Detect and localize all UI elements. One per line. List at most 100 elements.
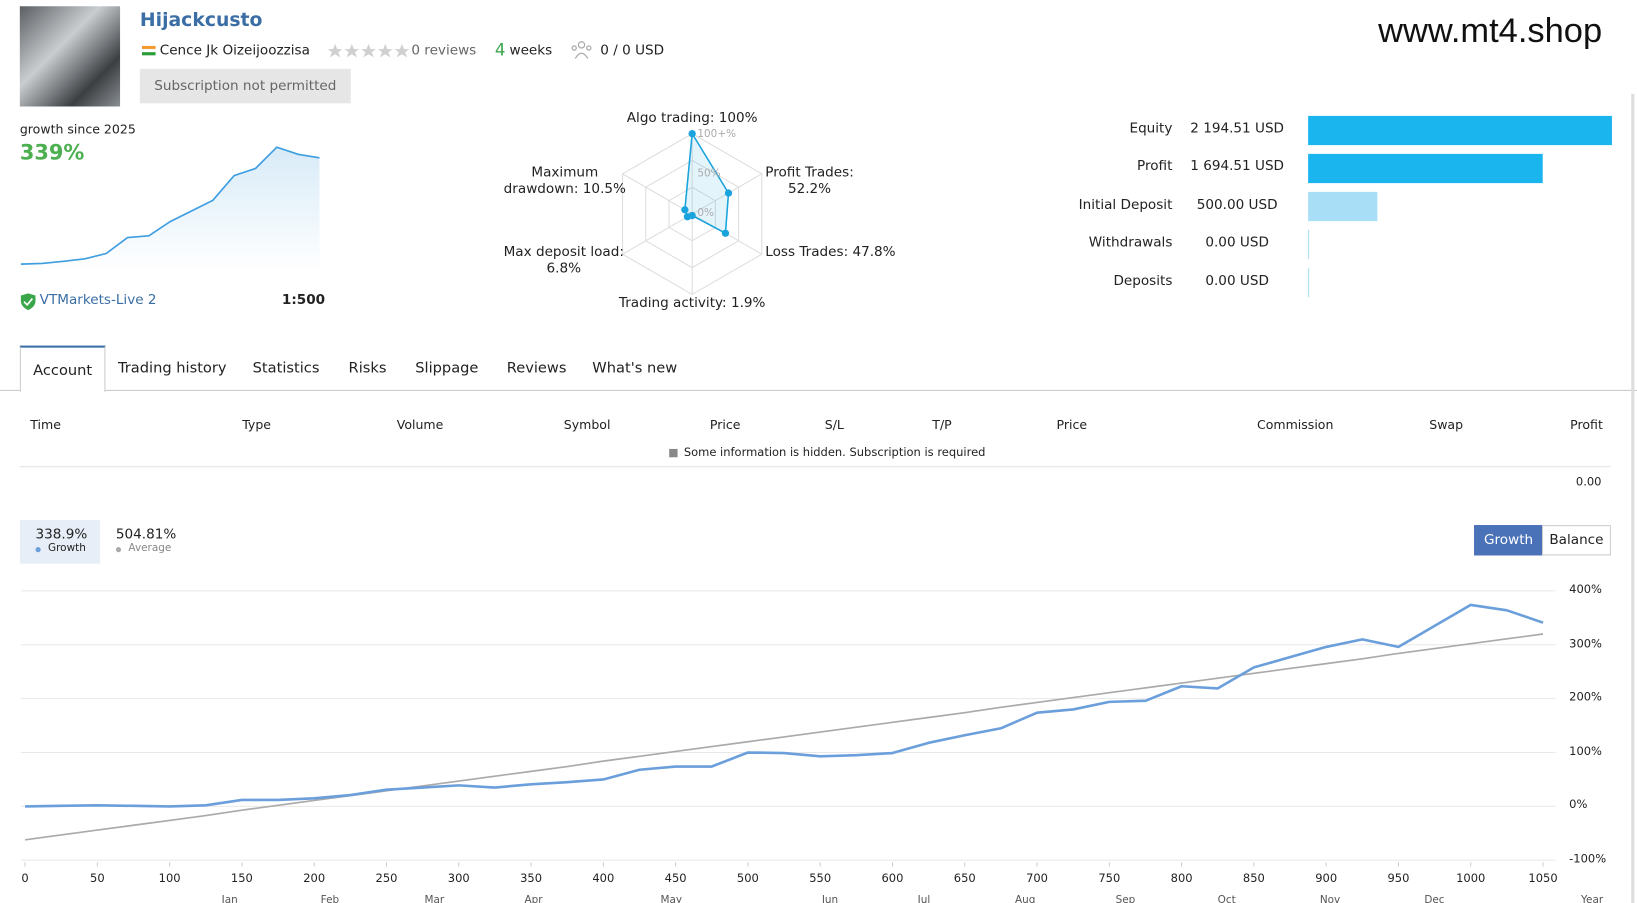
x-tick-label: 0	[21, 871, 29, 886]
tab[interactable]: Account	[19, 345, 106, 393]
table-header: Volume	[396, 417, 444, 433]
month-label: May	[660, 894, 683, 903]
x-tick-label: 600	[881, 871, 904, 886]
x-tick-label: 100	[158, 871, 181, 886]
broker[interactable]: VTMarkets-Live 2	[39, 292, 157, 308]
weeks-unit: weeks	[509, 42, 553, 59]
x-tick-label: 200	[303, 871, 326, 886]
x-tick-label: 1050	[1528, 871, 1558, 886]
x-tick-label: 150	[230, 871, 253, 886]
hidden-notice: Some information is hidden. Subscription…	[683, 445, 986, 460]
growth-label: growth since 2025	[19, 122, 136, 137]
leverage: 1:500	[281, 292, 326, 308]
balance-value: 1 694.51 USD	[1190, 159, 1285, 175]
stat-value: 504.81%	[115, 527, 177, 543]
tab[interactable]: Trading history	[117, 360, 227, 377]
table-header: S/L	[824, 417, 844, 433]
subscribers: 0 / 0 USD	[600, 42, 665, 59]
notice-icon	[669, 448, 678, 458]
tab[interactable]: What's new	[592, 360, 678, 377]
table-header: T/P	[932, 417, 952, 433]
radar-label: Max deposit load: 6.8%	[503, 244, 624, 277]
x-tick-label: 1000	[1456, 871, 1486, 886]
growth-value: 339%	[19, 139, 85, 165]
radar-point	[721, 229, 730, 237]
balance-bar	[1308, 191, 1378, 222]
month-label: Feb	[320, 894, 340, 903]
y-tick-label: 300%	[1569, 636, 1602, 650]
month-label: Oct	[1217, 894, 1236, 903]
balance-value: 0.00 USD	[1205, 235, 1269, 251]
balance-value: 2 194.51 USD	[1190, 121, 1285, 137]
signal-title[interactable]: Hijackcusto	[139, 9, 263, 32]
total-profit: 0.00	[1575, 475, 1602, 489]
x-tick-label: 850	[1242, 871, 1265, 886]
series-line	[25, 603, 1544, 808]
table-header: Swap	[1429, 417, 1464, 433]
verified-icon	[20, 293, 36, 311]
stat-dot	[115, 547, 122, 553]
tab[interactable]: Slippage	[415, 360, 479, 377]
y-tick-label: 400%	[1569, 582, 1602, 597]
table-header: Profit	[1570, 417, 1603, 433]
table-header: Price	[1056, 417, 1088, 433]
balance-value: 500.00 USD	[1196, 197, 1278, 213]
x-tick-label: 450	[664, 871, 687, 886]
balance-name: Deposits	[1113, 273, 1173, 289]
balance-name: Equity	[1129, 121, 1173, 137]
stat-name: Growth	[48, 542, 86, 555]
subscribers-icon	[571, 41, 592, 59]
table-header: Commission	[1256, 417, 1334, 433]
subscribe-button[interactable]: Subscription not permitted	[139, 68, 351, 104]
y-tick-label: 200%	[1569, 690, 1602, 704]
watermark: www.mt4.shop	[1378, 10, 1603, 50]
tab[interactable]: Reviews	[506, 360, 567, 377]
month-label: Mar	[424, 894, 445, 903]
radar-point	[724, 189, 733, 197]
reviews[interactable]: 0 reviews	[411, 42, 477, 59]
radar-point	[683, 213, 692, 221]
balance-bar	[1308, 153, 1543, 184]
radar-label: Algo trading: 100%	[626, 110, 758, 127]
month-label: Nov	[1319, 894, 1341, 903]
month-label: Aug	[1015, 894, 1036, 903]
balance-value: 0.00 USD	[1205, 273, 1269, 289]
chart-button[interactable]: Growth	[1474, 525, 1544, 556]
month-label: Jan	[221, 894, 238, 903]
x-tick-label: 250	[375, 871, 398, 886]
tab[interactable]: Statistics	[252, 360, 320, 377]
x-tick-label: 800	[1170, 871, 1193, 886]
radar-point	[688, 129, 696, 138]
month-label: Apr	[524, 894, 543, 903]
x-tick-label: 500	[736, 871, 759, 886]
radar-label: Profit Trades: 52.2%	[765, 164, 854, 198]
table-header: Time	[30, 417, 61, 433]
x-tick-label: 400	[592, 871, 615, 886]
tab[interactable]: Risks	[348, 360, 387, 377]
author[interactable]: Cence Jk Oizeijoozzisa	[159, 42, 310, 59]
series-line	[24, 633, 1544, 841]
x-tick-label: 650	[953, 871, 976, 886]
x-tick-label: 700	[1026, 871, 1048, 886]
balance-bar	[1308, 229, 1310, 260]
table-header: Type	[242, 417, 271, 433]
balance-name: Withdrawals	[1088, 235, 1173, 251]
balance-bar	[1308, 267, 1310, 298]
y-tick-label: 100%	[1569, 744, 1602, 758]
table-header: Symbol	[563, 417, 611, 433]
month-label: Jul	[917, 894, 931, 903]
radar-label: Trading activity: 1.9%	[618, 295, 766, 312]
stat-box	[19, 519, 101, 564]
y-tick-label: -100%	[1569, 851, 1607, 866]
table-header: Price	[709, 417, 741, 433]
radar-spoke	[622, 173, 693, 215]
month-label: Year	[1581, 894, 1604, 903]
sparkline-area	[20, 147, 320, 272]
x-tick-label: 550	[809, 871, 832, 886]
balance-name: Initial Deposit	[1078, 197, 1173, 213]
weeks-count: 4	[494, 39, 506, 60]
chart-button[interactable]: Balance	[1541, 525, 1611, 556]
stat-value: 338.9%	[35, 527, 88, 543]
radar-label: Maximum drawdown: 10.5%	[503, 164, 626, 198]
